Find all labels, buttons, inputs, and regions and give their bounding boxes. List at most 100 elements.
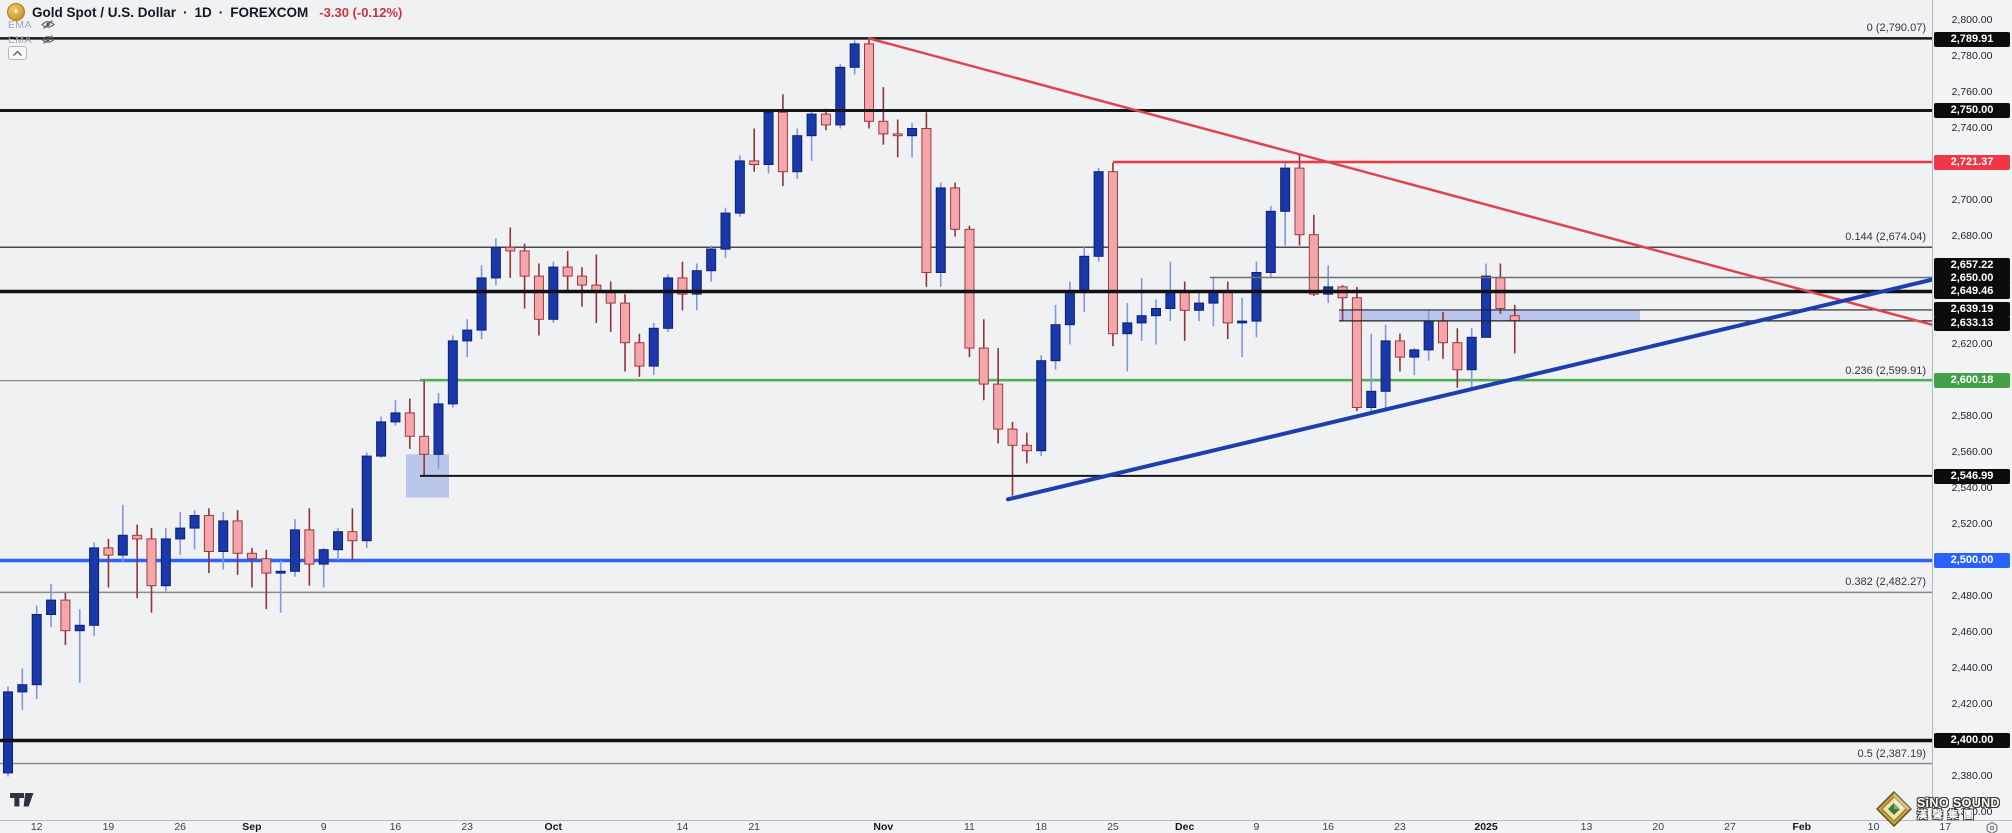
candle-Nov-21 [1079, 247, 1090, 313]
candle-Nov-26 [1122, 303, 1133, 372]
candle-Aug-12 [31, 605, 42, 700]
candle-Dec-20 [1380, 324, 1391, 412]
y-axis-tick: 2,800.00 [1951, 14, 1993, 26]
candle-Nov-12 [978, 319, 989, 401]
candle-Aug-19 [103, 538, 114, 588]
price-axis[interactable]: 2,800.00 2,780.00 2,760.00 2,740.00 2,700.00… [1932, 0, 2012, 820]
x-axis-label: 18 [1035, 821, 1048, 833]
candle-Oct-7 [605, 281, 616, 332]
candle-Aug-14 [60, 592, 71, 646]
x-axis-label: 10 [1867, 821, 1880, 833]
candle-Sep-10 [333, 528, 344, 561]
x-axis-label: 23 [461, 821, 474, 833]
candle-Sep-24 [476, 265, 487, 340]
candle-Sep-11 [347, 508, 358, 561]
interval-label[interactable]: 1D [194, 4, 212, 20]
candle-Nov-25 [1107, 162, 1118, 347]
tradingview-logo[interactable] [9, 792, 35, 813]
candle-Jan-2 [1481, 263, 1492, 338]
separator-dot: · [183, 4, 188, 20]
candle-Aug-13 [46, 583, 57, 628]
candle-Oct-4 [591, 254, 602, 323]
y-axis-tick: 2,440.00 [1951, 662, 1993, 674]
price-badge: 2,650.00 [1934, 270, 2010, 286]
x-axis-label: 20 [1652, 821, 1665, 833]
eye-off-icon[interactable] [40, 19, 55, 30]
price-badge: 2,633.13 [1934, 315, 2010, 331]
price-badge: 2,649.46 [1934, 283, 2010, 299]
x-axis-label: 25 [1107, 821, 1119, 833]
y-axis-tick: 2,420.00 [1951, 698, 1993, 710]
ascending-trendline[interactable] [1006, 277, 1934, 502]
x-axis-label: Sep [242, 821, 262, 833]
candle-Nov-4 [892, 119, 903, 158]
y-axis-tick: 2,780.00 [1951, 50, 1993, 62]
candle-Aug-21 [132, 524, 143, 599]
candle-Sep-25 [490, 238, 501, 286]
x-axis-label: Dec [1175, 821, 1195, 833]
candle-Oct-15 [691, 263, 702, 311]
separator-dot: · [218, 4, 224, 20]
candle-Sep-30 [533, 263, 544, 336]
candle-Oct-3 [577, 267, 587, 307]
candle-Sep-26 [505, 227, 516, 278]
candle-Sep-16 [390, 400, 401, 426]
x-axis-label: 14 [676, 821, 689, 833]
symbol-title[interactable]: Gold Spot / U.S. Dollar [32, 4, 177, 20]
candle-Oct-14 [677, 261, 688, 311]
price-badge: 2,400.00 [1934, 733, 2010, 748]
candle-Oct-31 [864, 38, 874, 129]
price-badge: 2,721.37 [1934, 154, 2010, 170]
candle-Aug-15 [74, 609, 85, 683]
candle-Dec-9 [1251, 261, 1262, 338]
eye-off-icon[interactable] [40, 34, 55, 45]
collapse-legend-button[interactable] [8, 46, 27, 60]
x-axis-label: Feb [1792, 821, 1812, 833]
ema-label: EMA [8, 18, 32, 31]
y-axis-tick: 2,680.00 [1951, 230, 1993, 242]
y-axis-tick: 2,520.00 [1951, 518, 1993, 530]
candle-Nov-18 [1036, 355, 1047, 457]
candle-Dec-6 [1237, 297, 1248, 358]
x-axis-label: 2025 [1474, 821, 1498, 833]
candle-Oct-23 [777, 94, 788, 187]
price-change: -3.30 (-0.12%) [319, 4, 403, 20]
price-badge: 2,500.00 [1934, 553, 2010, 568]
y-axis-tick: 2,700.00 [1951, 194, 1993, 206]
x-axis-label: 21 [748, 821, 761, 833]
candle-Sep-6 [304, 508, 315, 586]
candle-Sep-13 [376, 416, 387, 458]
x-axis-label: Oct [544, 821, 563, 833]
candle-Aug-29 [218, 511, 229, 570]
symbol-header: ✦ Gold Spot / U.S. Dollar · 1D · FOREXCO… [7, 3, 402, 21]
time-axis[interactable]: 12 19 26 Sep 9 16 23 Oct 14 21 Nov 11 18 25 Dec 9 16 23 20… [0, 820, 2012, 833]
ema-label: EMA [8, 33, 32, 46]
x-axis-label: 16 [1322, 821, 1335, 833]
x-axis-label: 12 [30, 821, 43, 833]
candle-Jan-3 [1495, 263, 1506, 314]
x-axis-label: 13 [1580, 821, 1593, 833]
exchange-label: FOREXCOM [230, 4, 309, 20]
candle-Oct-29 [835, 63, 846, 129]
candle-Sep-18 [419, 380, 430, 476]
axis-settings-gear-icon[interactable] [1986, 821, 1998, 833]
price-badge: 2,546.99 [1934, 468, 2010, 484]
candle-Dec-19 [1366, 333, 1377, 415]
price-badge: 2,657.22 [1934, 257, 2010, 273]
candle-Dec-30 [1452, 328, 1463, 388]
indicator-row-ema2[interactable]: EMA [8, 33, 55, 46]
gold-coin-icon: ✦ [7, 3, 25, 21]
descending-trendline[interactable] [867, 37, 1934, 326]
y-axis-tick: 2,760.00 [1951, 86, 1993, 98]
candle-Sep-12 [361, 452, 372, 548]
indicator-row-ema1[interactable]: EMA [8, 18, 55, 31]
candle-Sep-17 [404, 398, 415, 449]
candle-Aug-16 [89, 542, 100, 637]
candle-Nov-22 [1093, 168, 1104, 262]
candle-Oct-21 [749, 128, 760, 172]
candle-Oct-25 [806, 110, 817, 161]
watermark-subtitle: 漢聲集團 [1916, 809, 1979, 822]
candle-Dec-11 [1280, 162, 1291, 246]
y-axis-tick: 2,580.00 [1951, 410, 1993, 422]
